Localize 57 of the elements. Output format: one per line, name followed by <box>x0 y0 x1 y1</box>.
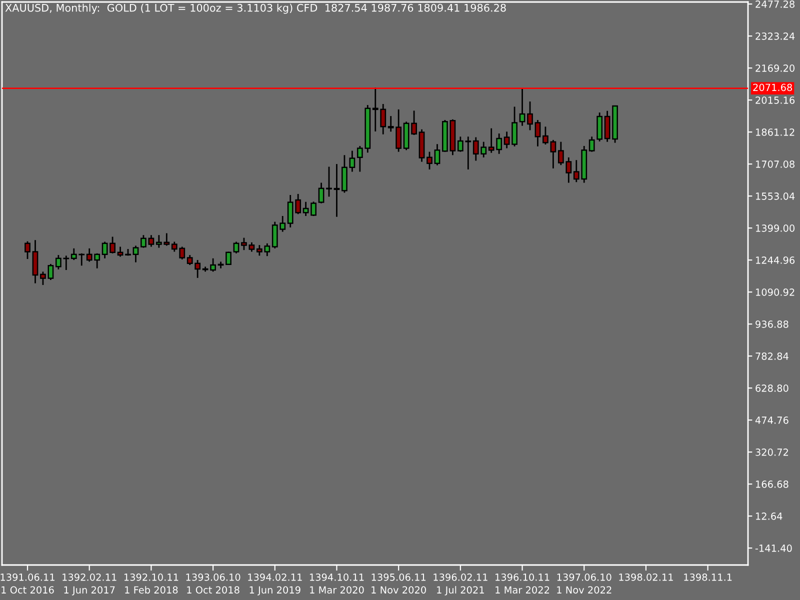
candlestick <box>588 136 595 152</box>
y-tick-label: 1553.04 <box>756 192 795 200</box>
candlestick <box>426 151 432 170</box>
x-tick-label: 1396.02.11 1 Jul 2021 <box>434 574 488 596</box>
y-tick-label: 782.84 <box>756 352 788 360</box>
candlestick <box>326 166 332 198</box>
candlestick <box>132 244 139 264</box>
candlestick <box>140 234 146 248</box>
y-tick-label: 320.72 <box>756 448 788 456</box>
x-tick-label: 1392.02.11 1 Jun 2017 <box>62 574 116 596</box>
candlestick <box>40 270 46 286</box>
candlestick <box>434 143 440 166</box>
candlestick <box>148 234 154 248</box>
candlestick <box>48 263 54 281</box>
candlestick <box>519 88 526 127</box>
candlestick <box>24 240 30 260</box>
candlestick <box>527 100 533 131</box>
candlestick <box>248 242 255 252</box>
y-tick-label: 1399.00 <box>756 224 795 232</box>
candlestick <box>334 163 340 218</box>
y-tick-label: -141.40 <box>755 544 792 552</box>
y-tick-label: 936.88 <box>756 320 788 328</box>
y-tick-label: 1707.08 <box>756 160 794 168</box>
y-tick-label: 2015.16 <box>756 96 795 104</box>
candlestick <box>534 119 541 148</box>
x-tick-label: 1398.02.11 <box>619 574 673 581</box>
candlestick <box>241 237 247 251</box>
x-tick-label: 1395.06.11 1 Nov 2020 <box>372 574 426 594</box>
candlestick <box>226 251 232 266</box>
x-tick-label: 1398.11.1 <box>684 574 732 581</box>
y-tick-label: 1861.12 <box>756 128 794 136</box>
candlestick <box>604 110 610 143</box>
y-tick-label: 628.80 <box>756 384 788 392</box>
x-tick-label: 1392.10.11 1 Feb 2018 <box>124 574 178 594</box>
x-tick-label: 1397.06.10 1 Nov 2022 <box>557 574 612 594</box>
x-tick-label: 1394.10.11 1 Mar 2020 <box>310 574 364 594</box>
x-tick-label: 1393.06.10 1 Oct 2018 <box>186 574 240 594</box>
candlestick <box>318 182 324 204</box>
candlestick <box>117 246 124 258</box>
x-tick-label: 1396.10.11 1 Mar 2022 <box>496 574 550 594</box>
y-tick-label: 1244.96 <box>756 256 795 264</box>
y-tick-label: 1090.92 <box>756 288 794 296</box>
candlestick <box>596 112 603 142</box>
y-tick-label: 2477.28 <box>756 0 794 8</box>
candlestick <box>233 241 240 254</box>
x-tick-label: 1394.02.11 1 Jun 2019 <box>248 574 302 596</box>
candlestick <box>349 150 356 172</box>
y-tick-label: 2323.24 <box>756 32 795 40</box>
candlestick <box>32 239 38 284</box>
y-tick-label: 166.68 <box>756 480 788 488</box>
y-tick-label: 2169.20 <box>756 64 795 72</box>
y-tick-label: 474.76 <box>755 416 788 424</box>
ref-line-label: 2071.68 <box>753 84 792 92</box>
chart-title: XAUUSD, Monthly: GOLD (1 LOT = 100oz = 3.1103 kg) CFD 1827.54 1987.76 1809.41 1986.28 <box>5 4 506 14</box>
x-tick-label: 1391.06.11 1 Oct 2016 <box>0 574 54 594</box>
candlestick <box>342 154 348 194</box>
y-tick-label: 12.64 <box>756 512 782 520</box>
